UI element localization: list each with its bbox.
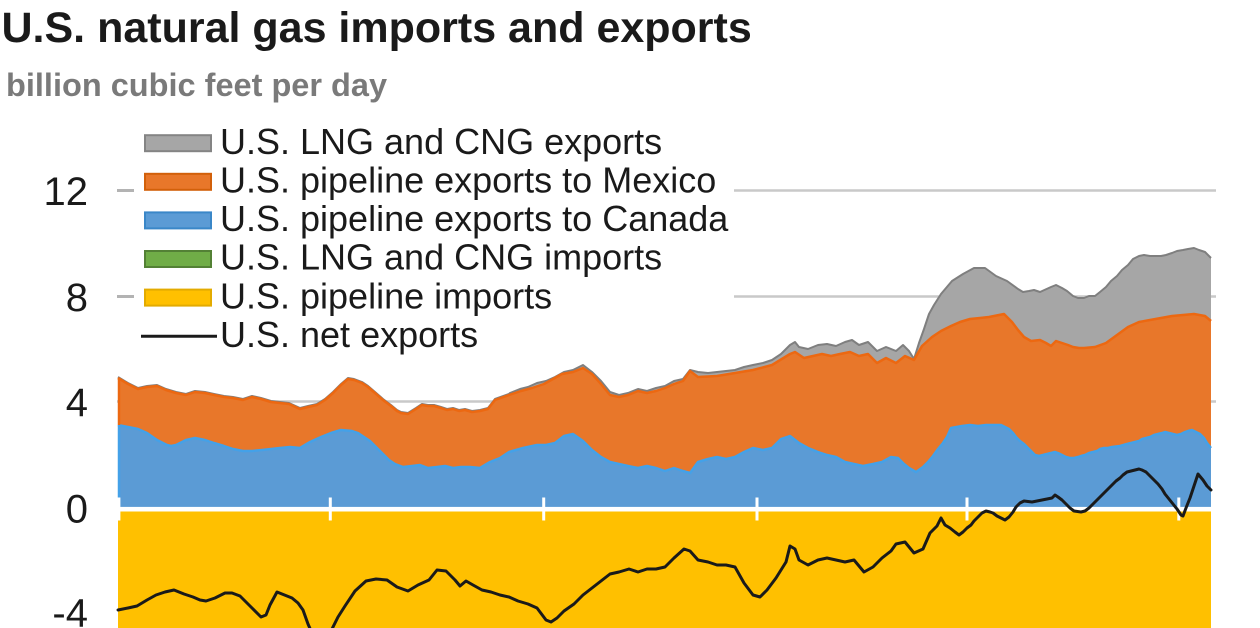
svg-text:-4: -4 bbox=[52, 591, 88, 628]
svg-text:8: 8 bbox=[66, 276, 88, 320]
svg-text:U.S. pipeline exports to Canad: U.S. pipeline exports to Canada bbox=[220, 198, 729, 239]
svg-text:U.S. natural gas imports and e: U.S. natural gas imports and exports bbox=[2, 4, 752, 52]
svg-text:U.S. pipeline imports: U.S. pipeline imports bbox=[220, 275, 552, 316]
svg-text:U.S. pipeline exports to Mexic: U.S. pipeline exports to Mexico bbox=[220, 160, 716, 201]
svg-text:billion cubic feet per day: billion cubic feet per day bbox=[6, 67, 387, 103]
svg-text:U.S. LNG and CNG exports: U.S. LNG and CNG exports bbox=[220, 121, 662, 162]
svg-text:0: 0 bbox=[66, 487, 88, 531]
svg-text:12: 12 bbox=[44, 170, 89, 214]
svg-text:4: 4 bbox=[66, 381, 88, 425]
svg-text:U.S. net exports: U.S. net exports bbox=[220, 314, 478, 355]
svg-text:U.S. LNG and CNG imports: U.S. LNG and CNG imports bbox=[220, 237, 662, 278]
